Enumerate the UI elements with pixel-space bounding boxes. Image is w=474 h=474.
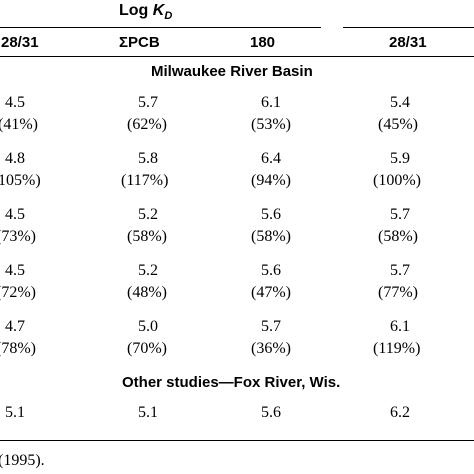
row1-col2-pct: (62%)	[127, 116, 167, 133]
row2-col4-pct: (100%)	[373, 172, 421, 189]
row2-col3-pct: (94%)	[251, 172, 291, 189]
row3-col4-value: 5.7	[390, 206, 410, 223]
row1-col1-value: 4.5	[5, 94, 25, 111]
row2-col1-value: 4.8	[5, 150, 25, 167]
header-bottom-rule	[0, 56, 474, 57]
row6-col2-value: 5.1	[138, 404, 158, 421]
row6-col3-value: 5.6	[261, 404, 281, 421]
row3-col1-pct: (73%)	[0, 228, 36, 245]
row2-col1-pct: 105%)	[0, 172, 41, 189]
row5-col1-value: 4.7	[5, 318, 25, 335]
group-header-rule-left	[0, 27, 321, 28]
row6-col4-value: 6.2	[390, 404, 410, 421]
column-header-1: 28/31	[1, 34, 39, 51]
row3-col2-pct: (58%)	[127, 228, 167, 245]
group-header-subscript: D	[164, 10, 173, 23]
row2-col2-pct: (117%)	[121, 172, 169, 189]
row4-col3-pct: (47%)	[251, 284, 291, 301]
row2-col3-value: 6.4	[261, 150, 281, 167]
footnote: (1995).	[0, 452, 45, 469]
row3-col4-pct: (58%)	[378, 228, 418, 245]
row1-col2-value: 5.7	[138, 94, 158, 111]
row3-col3-pct: (58%)	[251, 228, 291, 245]
section-title-other-studies: Other studies—Fox River, Wis.	[122, 374, 341, 391]
row4-col1-pct: (72%)	[0, 284, 36, 301]
row2-col2-value: 5.8	[138, 150, 158, 167]
row4-col1-value: 4.5	[5, 262, 25, 279]
row5-col1-pct: (78%)	[0, 340, 36, 357]
row5-col2-value: 5.0	[138, 318, 158, 335]
row4-col2-value: 5.2	[138, 262, 158, 279]
column-header-2: ΣPCB	[119, 34, 160, 51]
row3-col3-value: 5.6	[261, 206, 281, 223]
group-header-rule-right	[343, 27, 474, 28]
row4-col4-pct: (77%)	[378, 284, 418, 301]
row5-col4-pct: (119%)	[373, 340, 421, 357]
row5-col4-value: 6.1	[390, 318, 410, 335]
group-header-variable: K	[152, 2, 165, 19]
row5-col2-pct: (70%)	[127, 340, 167, 357]
row4-col2-pct: (48%)	[127, 284, 167, 301]
row4-col4-value: 5.7	[390, 262, 410, 279]
row1-col1-pct: (41%)	[0, 116, 38, 133]
column-header-4: 28/31	[389, 34, 427, 51]
row2-col4-value: 5.9	[390, 150, 410, 167]
row1-col4-value: 5.4	[390, 94, 410, 111]
section-title-milwaukee: Milwaukee River Basin	[151, 63, 313, 80]
row1-col4-pct: (45%)	[378, 116, 418, 133]
row3-col2-value: 5.2	[138, 206, 158, 223]
row4-col3-value: 5.6	[261, 262, 281, 279]
row3-col1-value: 4.5	[5, 206, 25, 223]
row5-col3-pct: (36%)	[251, 340, 291, 357]
group-header-prefix: Log	[119, 2, 153, 19]
column-header-3: 180	[250, 34, 276, 51]
group-header-log-kd: Log KD	[119, 2, 172, 22]
row1-col3-value: 6.1	[261, 94, 281, 111]
row1-col3-pct: (53%)	[251, 116, 291, 133]
table-bottom-rule	[0, 440, 474, 441]
row6-col1-value: 5.1	[5, 404, 25, 421]
row5-col3-value: 5.7	[261, 318, 281, 335]
